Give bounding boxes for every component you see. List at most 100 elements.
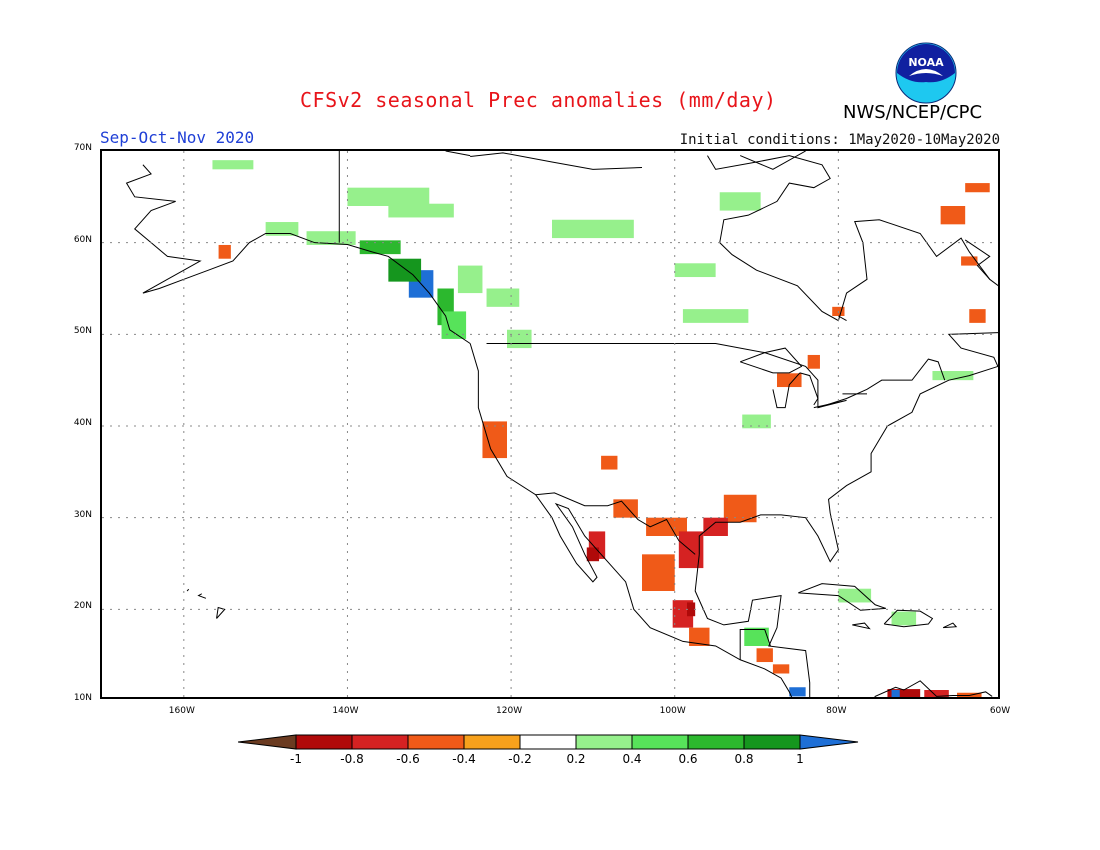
map-panel [100, 149, 1000, 699]
anomaly-cell [265, 222, 299, 236]
colorbar-min-arrow [238, 734, 297, 750]
coastline-segment [698, 332, 998, 563]
anomaly-cell [891, 690, 900, 697]
longitude-label: 140W [332, 706, 359, 716]
latitude-label: 60N [73, 234, 92, 245]
coastline-segment [739, 151, 806, 170]
anomaly-cell [932, 371, 974, 381]
anomaly-cell [789, 687, 806, 697]
anomaly-cell [306, 231, 356, 245]
colorbar-label: -0.6 [396, 752, 420, 766]
anomaly-cell [772, 664, 790, 674]
longitude-label: 60W [989, 706, 1011, 716]
anomaly-cell [742, 414, 771, 429]
anomaly-cell [965, 183, 990, 193]
coastline-segment [799, 372, 819, 406]
grid-layer [102, 151, 998, 697]
anomaly-cell [887, 689, 921, 697]
anomaly-cell [703, 517, 728, 536]
colorbar-label: 0.8 [734, 752, 754, 766]
coastline-segment [186, 588, 190, 592]
coastline-segment [197, 593, 207, 599]
anomaly-cell [682, 309, 749, 323]
colorbar-max-arrow [799, 734, 859, 750]
anomaly-cell [347, 187, 430, 206]
anomaly-cell [646, 517, 687, 536]
coastline-segment [813, 399, 847, 409]
colorbar-segment [575, 734, 633, 750]
latitude-label: 40N [73, 418, 92, 428]
anomaly-cell [507, 329, 532, 349]
colorbar-segment [463, 734, 521, 750]
anomaly-cell [687, 602, 696, 617]
anomaly-cell [586, 547, 600, 562]
colorbar-label: 0.4 [622, 752, 642, 766]
noaa-logo-text: NOAA [908, 56, 944, 69]
anomaly-cell [777, 373, 802, 388]
longitude-label: 160W [168, 706, 195, 716]
coastline-segment [838, 315, 847, 322]
anomaly-cell [957, 692, 982, 697]
coastline-segment [964, 239, 991, 280]
colorbar-label: -0.2 [508, 752, 532, 766]
coastline-segment [486, 343, 946, 409]
coastline-segment [942, 622, 958, 629]
latitude-label: 10N [73, 693, 92, 703]
anomaly-cell [689, 627, 710, 646]
coastline-segment [874, 680, 993, 697]
longitude-label: 80W [826, 706, 847, 716]
colorbar-label: -0.8 [340, 752, 364, 766]
coastline-segment [739, 629, 771, 660]
anomaly-cell [486, 288, 520, 307]
colorbar-label: 0.6 [678, 752, 698, 766]
anomaly-cell [807, 354, 820, 369]
colorbar-segment [519, 734, 577, 750]
latitude-label: 70N [73, 143, 92, 153]
coastline-layer [125, 151, 998, 697]
coastline-segment [740, 347, 803, 374]
coastline-segment [798, 583, 886, 611]
longitude-label: 120W [496, 706, 523, 716]
anomaly-cell [756, 648, 773, 663]
agency-label: NWS/NCEP/CPC [843, 102, 983, 123]
anomaly-cell [601, 455, 618, 470]
coastline-segment [125, 164, 471, 344]
anomaly-cell [940, 206, 966, 225]
coastline-segment [772, 372, 801, 409]
anomaly-cell [552, 219, 634, 239]
colorbar-label: 1 [796, 752, 804, 766]
latitude-label: 30N [73, 509, 92, 520]
anomaly-cell [674, 263, 716, 278]
anomaly-cell [642, 554, 675, 591]
colorbar-segment [295, 734, 353, 750]
anomaly-cell [719, 192, 761, 211]
colorbar-segment [407, 734, 465, 750]
coastline-segment [707, 155, 998, 322]
colorbar-label: -0.4 [452, 752, 476, 766]
anomaly-cell [388, 203, 454, 218]
colorbar [238, 734, 859, 750]
longitude-label: 100W [659, 706, 686, 716]
anomaly-cell [212, 160, 254, 170]
anomaly-cell [218, 244, 231, 259]
anomaly-map [102, 151, 998, 697]
anomaly-cell [744, 627, 769, 646]
season-label: Sep-Oct-Nov 2020 [100, 128, 255, 147]
initial-conditions-label: Initial conditions: 1May2020-10May2020 [679, 132, 1000, 148]
coastline-segment [469, 343, 793, 697]
coastline-segment [216, 606, 226, 619]
anomaly-layer [212, 160, 990, 697]
coastline-segment [883, 609, 934, 628]
anomaly-cell [359, 240, 401, 255]
colorbar-segment [351, 734, 409, 750]
colorbar-segment [743, 734, 801, 750]
coastline-segment [535, 492, 696, 555]
anomaly-cell [838, 588, 872, 603]
anomaly-cell [961, 256, 978, 266]
map-title: CFSv2 seasonal Prec anomalies (mm/day) [300, 88, 777, 112]
colorbar-segment [687, 734, 745, 750]
coastline-segment [445, 151, 471, 157]
coastline-segment [470, 152, 643, 170]
noaa-logo-icon: NOAA [895, 42, 957, 104]
colorbar-label: -1 [290, 752, 302, 766]
